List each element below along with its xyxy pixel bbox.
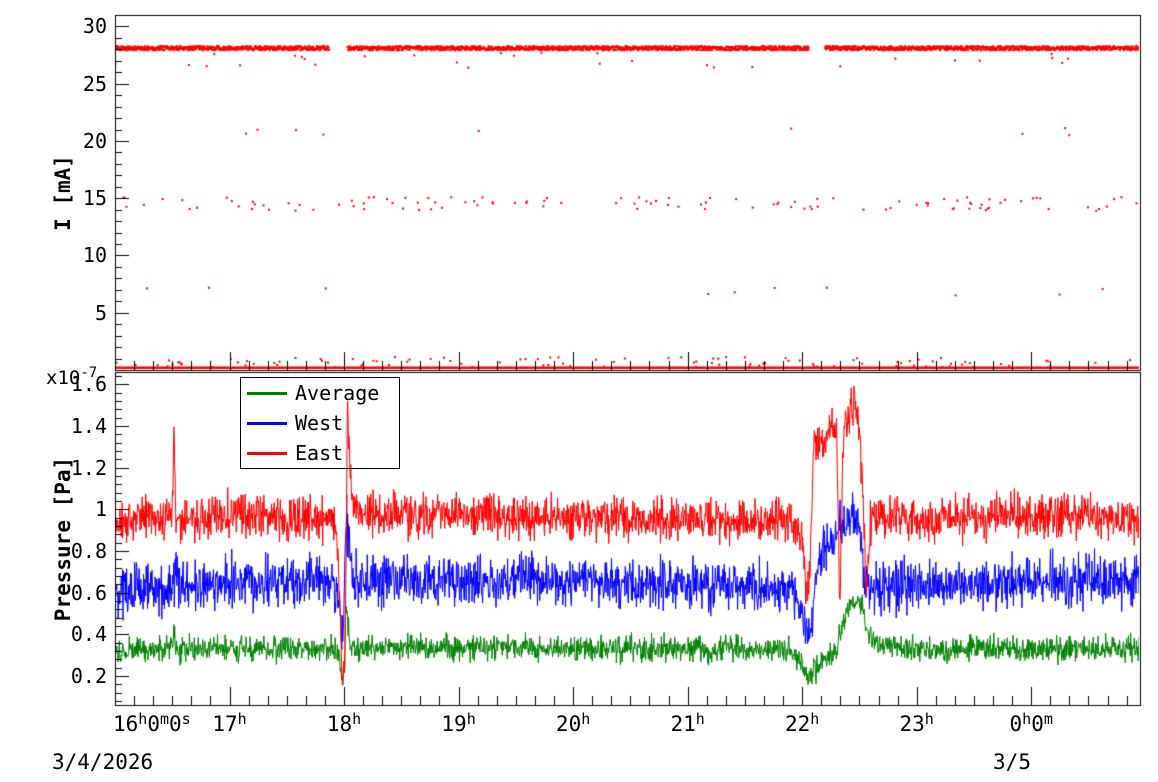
x-tick-label: 22h bbox=[784, 710, 820, 736]
x-tick-label: 20h bbox=[555, 710, 591, 736]
legend: Average West East bbox=[240, 377, 400, 469]
legend-label-average: Average bbox=[295, 381, 380, 405]
y-tick-label: 1.6 bbox=[70, 372, 107, 397]
x-tick-label: 0h0m bbox=[1009, 710, 1053, 736]
x-tick-label: 17h bbox=[212, 710, 247, 736]
scale-prefix: x10 bbox=[46, 367, 81, 389]
legend-entry-average: Average bbox=[241, 378, 399, 408]
time-unit-superscript: m bbox=[1043, 710, 1053, 728]
x-tick-label: 16h0m0s bbox=[113, 710, 191, 736]
y-tick-label: 20 bbox=[82, 128, 107, 153]
time-unit-superscript: h bbox=[138, 710, 148, 728]
y-tick-label: 5 bbox=[94, 300, 107, 325]
x-tick-label: 19h bbox=[441, 710, 476, 736]
y-tick-label: 1.2 bbox=[70, 455, 107, 480]
x-tick-label: 21h bbox=[670, 710, 705, 736]
y-tick-label: 0.8 bbox=[70, 538, 107, 563]
time-unit-superscript: h bbox=[695, 710, 705, 728]
y-tick-label: 1 bbox=[94, 497, 107, 522]
y-tick-label: 0.2 bbox=[70, 663, 107, 688]
time-unit-superscript: h bbox=[810, 710, 820, 728]
x-tick-label: 18h bbox=[326, 710, 362, 736]
x-tick-label: 23h bbox=[899, 710, 934, 736]
y-tick-label: 10 bbox=[82, 243, 107, 268]
time-unit-superscript: s bbox=[181, 710, 191, 728]
date-label-right: 3/5 bbox=[993, 750, 1031, 774]
legend-line-sample-east bbox=[247, 451, 287, 455]
time-unit-superscript: h bbox=[466, 710, 476, 728]
y-tick-label: 15 bbox=[82, 186, 107, 211]
y-tick-label: 1.4 bbox=[70, 414, 107, 439]
time-unit-superscript: h bbox=[581, 710, 591, 728]
legend-line-sample-average bbox=[247, 391, 287, 395]
legend-entry-west: West bbox=[241, 408, 399, 438]
y-axis-scale-label: x10-7 bbox=[46, 365, 98, 389]
time-unit-superscript: h bbox=[924, 710, 934, 728]
legend-label-east: East bbox=[295, 441, 344, 465]
time-unit-superscript: h bbox=[352, 710, 362, 728]
y-tick-label: 0.4 bbox=[70, 622, 107, 647]
time-unit-superscript: h bbox=[237, 710, 247, 728]
y-axis-title-current: I [mA] bbox=[51, 155, 75, 231]
legend-label-west: West bbox=[295, 411, 344, 435]
date-label-left: 3/4/2026 bbox=[52, 750, 154, 774]
time-unit-superscript: h bbox=[1022, 710, 1032, 728]
legend-entry-east: East bbox=[241, 438, 399, 468]
y-tick-label: 0.6 bbox=[70, 580, 107, 605]
legend-line-sample-west bbox=[247, 421, 287, 425]
y-tick-label: 30 bbox=[82, 14, 107, 39]
y-tick-label: 25 bbox=[82, 71, 107, 96]
scale-exponent: -7 bbox=[80, 365, 98, 381]
time-unit-superscript: m bbox=[159, 710, 170, 728]
